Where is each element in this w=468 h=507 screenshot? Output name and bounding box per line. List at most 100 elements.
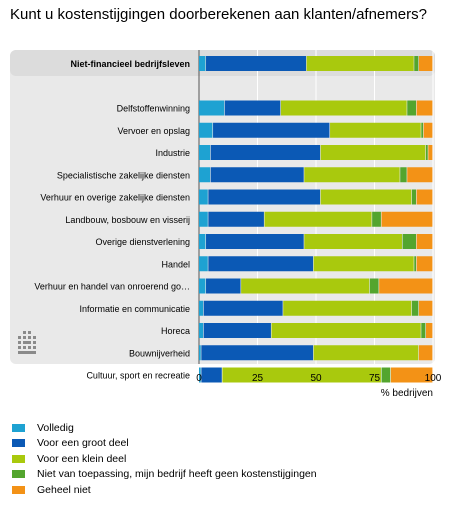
legend-label: Voor een groot deel: [37, 437, 129, 450]
category-label: Horeca: [161, 326, 190, 336]
bar-segment: [313, 256, 414, 272]
legend-swatch: [12, 439, 25, 448]
bar-segment: [206, 278, 241, 294]
bar-segment: [213, 122, 330, 138]
bar-segment: [428, 145, 433, 160]
category-label: Bouwnijverheid: [129, 348, 190, 358]
legend-swatch: [12, 470, 25, 479]
legend-label: Geheel niet: [37, 483, 91, 496]
bar-segment: [208, 256, 314, 272]
bar-segment: [199, 256, 208, 272]
bar-segment: [379, 278, 433, 294]
category-label: Industrie: [155, 148, 190, 158]
category-label: Landbouw, bosbouw en visserij: [65, 215, 190, 225]
category-label: Niet-financieel bedrijfsleven: [70, 59, 190, 69]
bar-segment: [199, 323, 204, 338]
category-label: Overige dienstverlening: [95, 237, 190, 247]
category-label: Verhuur en handel van onroerend go…: [34, 282, 190, 292]
bar-segment: [402, 234, 417, 249]
bar-segment: [206, 56, 307, 71]
bar-segment: [306, 56, 414, 71]
bar-segment: [222, 367, 381, 383]
bar-segment: [199, 300, 204, 316]
bar-segment: [414, 56, 419, 71]
bar-segment: [407, 100, 417, 116]
category-label: Cultuur, sport en recreatie: [86, 371, 190, 381]
bar-segment: [372, 211, 381, 227]
bar-segment: [241, 278, 370, 294]
bar-segment: [390, 367, 433, 383]
legend-item: Voor een groot deel: [12, 436, 317, 452]
bar-segment: [280, 100, 407, 116]
bar-segment: [203, 300, 283, 316]
legend-label: Niet van toepassing, mijn bedrijf heeft …: [37, 468, 317, 481]
bar-segment: [411, 300, 419, 316]
bar-segment: [271, 323, 421, 338]
bar-segment: [203, 323, 271, 338]
bar-segment: [199, 145, 211, 160]
bar-segment: [416, 100, 433, 116]
stacked-bar-chart: Niet-financieel bedrijfsleven Delfstoffen…: [10, 50, 442, 399]
bar-segment: [418, 300, 433, 316]
plot-background: [10, 50, 435, 364]
bar-segment: [210, 145, 321, 160]
x-axis-label: % bedrijven: [381, 388, 433, 399]
bar-segment: [416, 256, 433, 272]
x-tick-label: 75: [369, 373, 381, 384]
category-labels: Niet-financieel bedrijfsleven Delfstoffen…: [34, 59, 190, 381]
bar-segment: [199, 211, 208, 227]
x-tick-label: 100: [425, 373, 442, 384]
bar-segment: [201, 345, 314, 361]
bar-segment: [369, 278, 379, 294]
bar-segment: [381, 367, 391, 383]
legend-swatch: [12, 485, 25, 494]
category-label: Delfstoffenwinning: [117, 104, 190, 114]
cbs-logo-icon: [17, 331, 37, 362]
bar-segment: [199, 122, 213, 138]
bar-segment: [199, 167, 211, 183]
bar-segment: [199, 189, 208, 205]
legend-swatch: [12, 423, 25, 432]
legend-item: Niet van toepassing, mijn bedrijf heeft …: [12, 467, 317, 483]
x-tick-label: 25: [252, 373, 264, 384]
bar-segment: [199, 56, 206, 71]
bar-segment: [199, 234, 206, 249]
legend-item: Voor een klein deel: [12, 451, 317, 467]
bar-segment: [421, 122, 424, 138]
legend-item: Volledig: [12, 420, 317, 436]
bar-segment: [320, 145, 426, 160]
category-label: Verhuur en overige zakelijke diensten: [40, 193, 190, 203]
bar-segment: [313, 345, 419, 361]
bar-segment: [201, 367, 222, 383]
bar-segment: [304, 234, 402, 249]
bar-segment: [208, 211, 264, 227]
bar-segment: [425, 145, 428, 160]
category-label: Handel: [161, 259, 190, 269]
bar-segment: [199, 100, 225, 116]
bar-segment: [199, 278, 206, 294]
bar-segment: [425, 323, 433, 338]
bar-segment: [423, 122, 433, 138]
bar-segment: [416, 189, 433, 205]
category-label: Vervoer en opslag: [117, 126, 190, 136]
bar-segment: [330, 122, 421, 138]
category-label: Informatie en communicatie: [79, 304, 190, 314]
bar-segment: [206, 234, 304, 249]
x-tick-label: 0: [196, 373, 202, 384]
bar-segment: [416, 234, 433, 249]
bar-segment: [407, 167, 433, 183]
bar-segment: [304, 167, 400, 183]
bar-segment: [418, 345, 433, 361]
bar-segment: [320, 189, 412, 205]
category-label: Specialistische zakelijke diensten: [57, 170, 190, 180]
x-tick-labels: 0 25 50 75 100: [196, 373, 442, 384]
bars: [199, 56, 433, 383]
legend-item: Geheel niet: [12, 482, 317, 498]
bar-segment: [199, 367, 201, 383]
bar-segment: [264, 211, 372, 227]
bar-segment: [210, 167, 304, 183]
bar-segment: [208, 189, 321, 205]
bar-segment: [418, 56, 433, 71]
bar-segment: [414, 256, 417, 272]
bar-segment: [224, 100, 281, 116]
